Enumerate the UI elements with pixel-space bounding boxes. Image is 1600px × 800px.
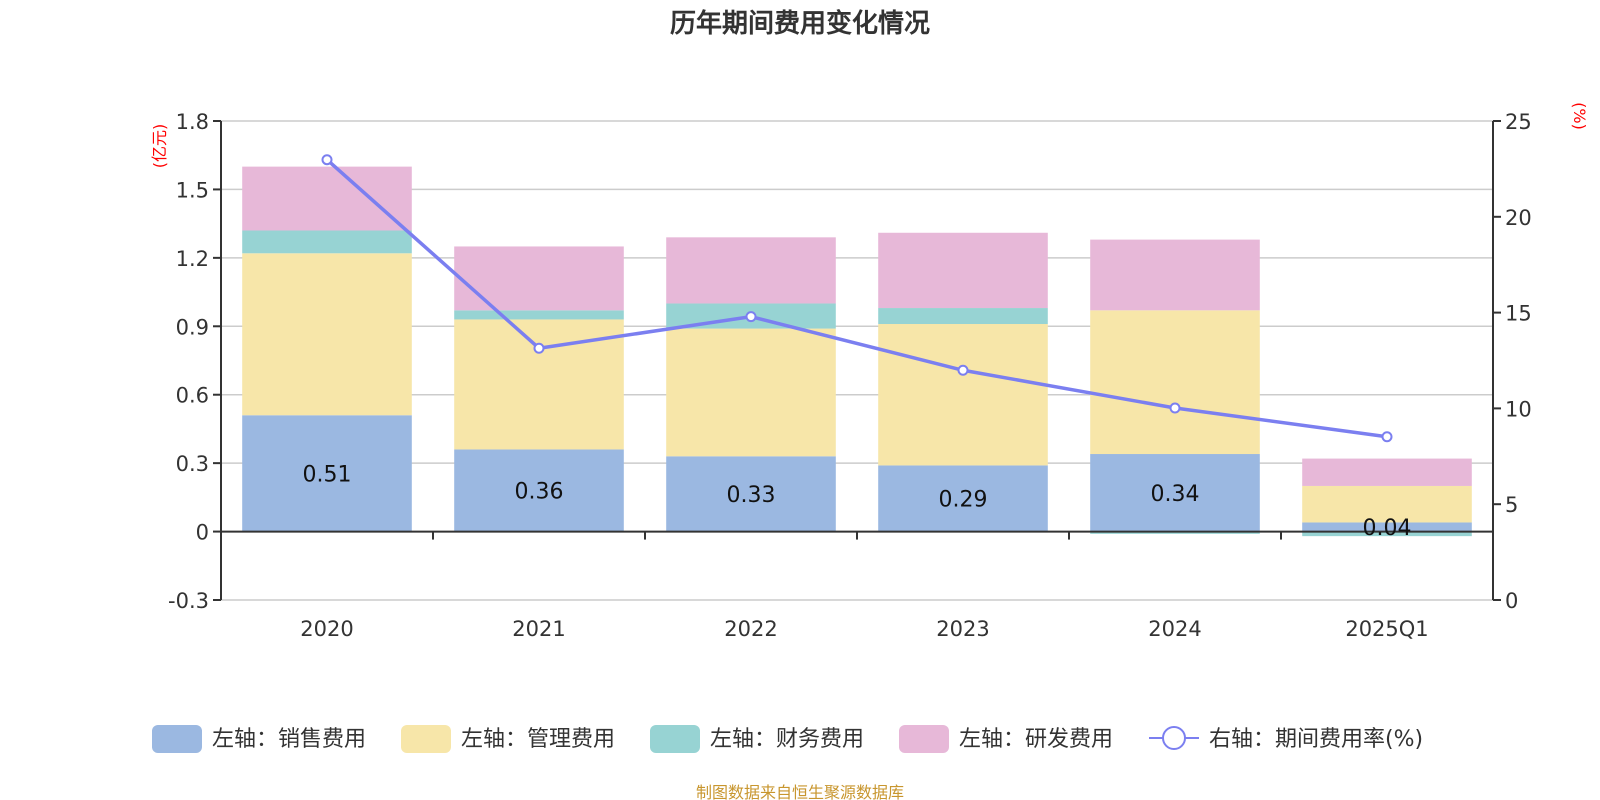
rate-point [1169, 402, 1181, 414]
left-axis-tick-label: 0.6 [176, 384, 209, 408]
bar-segment [1090, 531, 1260, 534]
left-axis-tick-label: 1.5 [176, 178, 209, 202]
bar-segment [878, 232, 1048, 309]
bar-segment [878, 308, 1048, 325]
bar-segment [1302, 485, 1472, 523]
rate-line [325, 158, 1388, 439]
legend-swatch [650, 725, 700, 753]
bar-segment [454, 246, 624, 311]
left-axis-tick-label: -0.3 [168, 589, 209, 613]
bar-segment [242, 253, 412, 416]
bar-segment [1302, 458, 1472, 486]
right-axis-tick-label: 15 [1505, 302, 1532, 326]
right-axis-tick-label: 20 [1505, 206, 1532, 230]
x-axis-label: 2020 [300, 617, 353, 641]
legend-swatch [899, 725, 949, 753]
bar-segment [454, 449, 624, 532]
left-axis-tick-label: 0.9 [176, 315, 209, 339]
left-axis-tick-label: 0.3 [176, 452, 209, 476]
legend-swatch [401, 725, 451, 753]
rate-point [745, 311, 757, 323]
right-axis-tick-label: 25 [1505, 110, 1532, 134]
bar-segment [1302, 522, 1472, 532]
gridlines [221, 120, 1493, 601]
left-axis-tick-label: 0 [196, 521, 209, 545]
x-axis-label: 2024 [1148, 617, 1201, 641]
legend-label: 右轴：期间费用率(%) [1209, 727, 1423, 752]
bar-segment [878, 465, 1048, 532]
legend-marker-icon [1162, 726, 1186, 750]
chart-title: 历年期间费用变化情况 [670, 8, 930, 39]
left-axis-tick-label: 1.8 [176, 110, 209, 134]
data-label: 0.36 [515, 480, 564, 505]
rate-point [533, 342, 545, 354]
bar-segment [454, 310, 624, 320]
bar-segment [1090, 454, 1260, 532]
x-axis-label: 2023 [936, 617, 989, 641]
footer-source: 制图数据来自恒生聚源数据库 [696, 783, 904, 800]
bar-segment [666, 456, 836, 532]
right-axis-tick-label: 10 [1505, 397, 1532, 421]
data-labels: 0.51 0.36 0.33 0.29 0.34 0.04 [303, 462, 1412, 541]
data-label: 0.29 [939, 487, 988, 512]
bar-series [242, 166, 1472, 537]
rate-point [321, 154, 333, 166]
bar-segment [878, 324, 1048, 466]
left-axis-tick-label: 1.2 [176, 247, 209, 271]
legend-label: 左轴：研发费用 [959, 727, 1113, 752]
bar-segment [1302, 531, 1472, 537]
bar-segment [666, 328, 836, 457]
x-axis-label: 2025Q1 [1345, 617, 1428, 641]
right-axis-unit-label: (%) [1570, 102, 1589, 130]
left-axis-unit-label: (亿元) [150, 124, 169, 169]
legend-label: 左轴：管理费用 [461, 727, 615, 752]
bar-segment [242, 415, 412, 532]
x-axis-label: 2021 [512, 617, 565, 641]
legend: 左轴：销售费用 左轴：管理费用 左轴：财务费用 左轴：研发费用 右轴：期间费用率(%) [152, 725, 1423, 753]
bar-segment [242, 230, 412, 254]
legend-label: 左轴：销售费用 [212, 727, 366, 752]
data-label: 0.34 [1151, 482, 1200, 507]
bar-segment [1090, 310, 1260, 455]
data-label: 0.04 [1363, 516, 1412, 541]
right-axis-tick-label: 0 [1505, 589, 1518, 613]
bar-segment [666, 237, 836, 304]
bar-segment [1090, 239, 1260, 311]
x-axis-label: 2022 [724, 617, 777, 641]
rate-point [957, 364, 969, 376]
bar-segment [242, 166, 412, 231]
data-label: 0.51 [303, 462, 352, 487]
right-axis-tick-label: 5 [1505, 493, 1518, 517]
legend-swatch [152, 725, 202, 753]
data-label: 0.33 [727, 483, 776, 508]
line-series [321, 154, 1393, 443]
legend-label: 左轴：财务费用 [710, 727, 864, 752]
rate-point [1381, 431, 1393, 443]
axes: 1.8 1.5 1.2 0.9 0.6 0.3 0 -0.3 25 20 15 10 5 0 2020 202… [168, 110, 1532, 641]
